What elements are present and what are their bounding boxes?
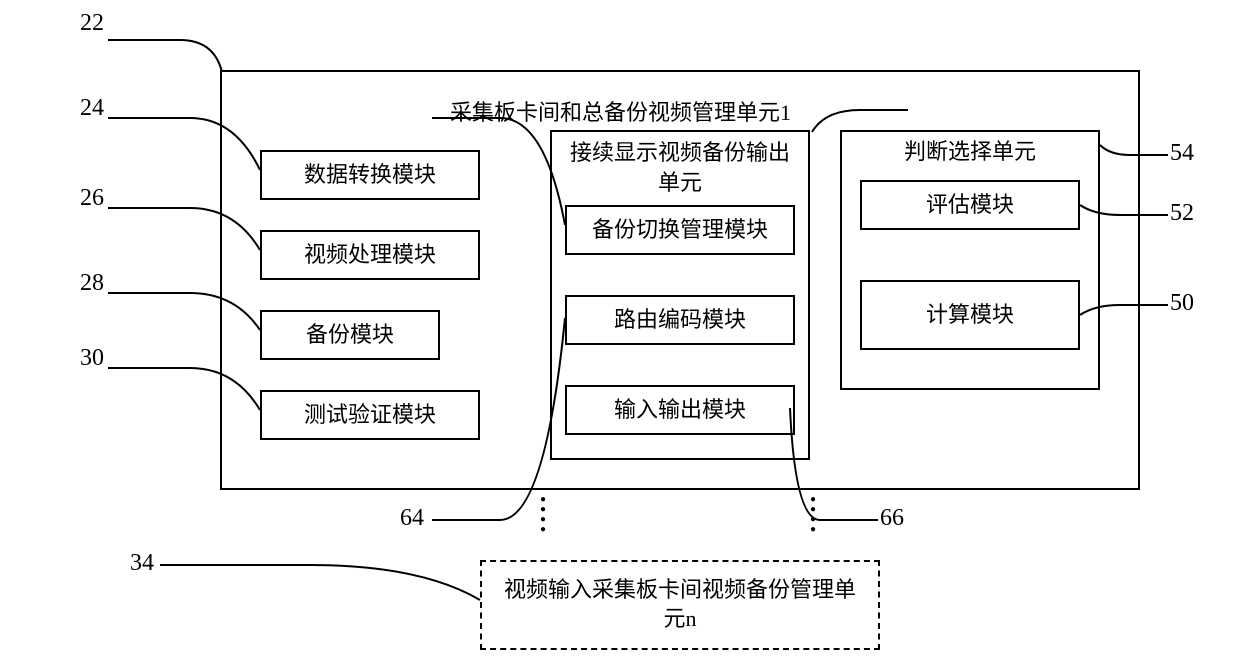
module-route-encode-label: 路由编码模块 xyxy=(614,306,746,335)
label-64: 64 xyxy=(400,505,424,532)
module-io-label: 输入输出模块 xyxy=(614,396,746,425)
label-50: 50 xyxy=(1170,290,1194,317)
module-backup: 备份模块 xyxy=(260,310,440,360)
diagram-canvas: 22 24 26 28 30 62 64 66 32 54 52 50 34 采… xyxy=(0,0,1240,667)
module-data-convert: 数据转换模块 xyxy=(260,150,480,200)
bottom-backup-mgmt-unit-n: 视频输入采集板卡间视频备份管理单元n xyxy=(480,560,880,650)
label-54: 54 xyxy=(1170,140,1194,167)
module-compute: 计算模块 xyxy=(860,280,1080,350)
outer-unit-title: 采集板卡间和总备份视频管理单元1 xyxy=(450,95,791,127)
ellipsis-left: ●●●● xyxy=(540,495,546,535)
label-30: 30 xyxy=(80,345,104,372)
center-output-unit-title-text: 接续显示视频备份输出单元 xyxy=(560,138,800,197)
label-66: 66 xyxy=(880,505,904,532)
module-test-verify-label: 测试验证模块 xyxy=(304,401,436,430)
module-video-process-label: 视频处理模块 xyxy=(304,241,436,270)
module-route-encode: 路由编码模块 xyxy=(565,295,795,345)
ellipsis-right: ●●●● xyxy=(810,495,816,535)
right-judge-select-box xyxy=(840,130,1100,390)
module-data-convert-label: 数据转换模块 xyxy=(304,161,436,190)
label-22: 22 xyxy=(80,10,104,37)
module-video-process: 视频处理模块 xyxy=(260,230,480,280)
right-judge-select-title: 判断选择单元 xyxy=(850,138,1090,167)
module-io: 输入输出模块 xyxy=(565,385,795,435)
label-24: 24 xyxy=(80,95,104,122)
module-compute-label: 计算模块 xyxy=(926,301,1014,330)
module-evaluate: 评估模块 xyxy=(860,180,1080,230)
label-26: 26 xyxy=(80,185,104,212)
module-backup-switch-mgmt-label: 备份切换管理模块 xyxy=(592,216,768,245)
module-backup-label: 备份模块 xyxy=(306,321,394,350)
label-34: 34 xyxy=(130,550,154,577)
center-output-unit-title: 接续显示视频备份输出单元 xyxy=(560,138,800,197)
bottom-backup-mgmt-unit-n-label: 视频输入采集板卡间视频备份管理单元n xyxy=(500,576,860,633)
label-28: 28 xyxy=(80,270,104,297)
module-backup-switch-mgmt: 备份切换管理模块 xyxy=(565,205,795,255)
right-judge-select-title-text: 判断选择单元 xyxy=(904,139,1036,164)
module-test-verify: 测试验证模块 xyxy=(260,390,480,440)
module-evaluate-label: 评估模块 xyxy=(926,191,1014,220)
label-52: 52 xyxy=(1170,200,1194,227)
